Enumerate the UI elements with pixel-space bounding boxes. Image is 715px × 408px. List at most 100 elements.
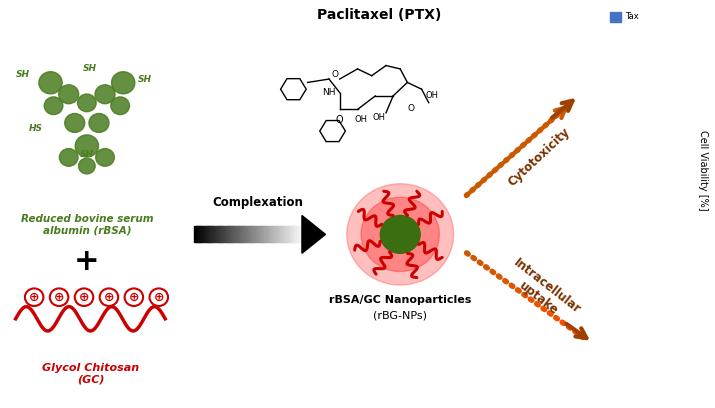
FancyArrowPatch shape: [534, 135, 535, 136]
Bar: [229, 226, 232, 242]
Bar: [231, 226, 234, 242]
Text: Reduced bovine serum
albumin (rBSA): Reduced bovine serum albumin (rBSA): [21, 214, 153, 236]
Bar: [300, 226, 302, 242]
FancyArrowPatch shape: [485, 267, 487, 268]
FancyArrowPatch shape: [556, 317, 558, 319]
Bar: [257, 226, 261, 242]
FancyArrowPatch shape: [506, 160, 507, 161]
Text: Glycol Chitosan
(GC): Glycol Chitosan (GC): [42, 363, 139, 384]
Bar: [216, 226, 219, 242]
Text: OH: OH: [373, 113, 385, 122]
FancyArrowPatch shape: [517, 150, 518, 151]
Bar: [280, 226, 282, 242]
Bar: [293, 226, 296, 242]
FancyArrowPatch shape: [500, 164, 501, 166]
FancyArrowPatch shape: [518, 290, 519, 291]
Bar: [214, 226, 217, 242]
FancyArrowPatch shape: [581, 336, 583, 337]
Bar: [251, 226, 254, 242]
Text: ⊕: ⊕: [79, 291, 89, 304]
Bar: [194, 226, 197, 242]
Bar: [207, 226, 210, 242]
Circle shape: [65, 113, 85, 133]
Bar: [236, 226, 239, 242]
Text: ⊕: ⊕: [54, 291, 64, 304]
Circle shape: [59, 149, 78, 166]
FancyArrowPatch shape: [537, 304, 538, 305]
Circle shape: [50, 288, 69, 306]
Circle shape: [380, 215, 420, 253]
Text: ⊕: ⊕: [104, 291, 114, 304]
Text: O: O: [336, 115, 343, 124]
Circle shape: [149, 288, 168, 306]
Circle shape: [347, 184, 453, 285]
Circle shape: [99, 288, 118, 306]
FancyArrowPatch shape: [566, 324, 586, 338]
FancyArrowPatch shape: [505, 281, 506, 282]
Bar: [198, 226, 201, 242]
Text: Intracellular
uptake: Intracellular uptake: [502, 256, 583, 328]
Bar: [218, 226, 221, 242]
Bar: [277, 226, 280, 242]
FancyArrowPatch shape: [549, 313, 551, 314]
Bar: [233, 226, 237, 242]
FancyArrowPatch shape: [524, 295, 526, 296]
Bar: [238, 226, 241, 242]
Bar: [282, 226, 285, 242]
Bar: [242, 226, 245, 242]
Bar: [225, 226, 227, 242]
Text: Cell Viability [%]: Cell Viability [%]: [698, 130, 708, 211]
Text: ⊕: ⊕: [29, 291, 39, 304]
Circle shape: [89, 113, 109, 133]
Text: HS: HS: [29, 124, 42, 133]
Bar: [209, 226, 212, 242]
Circle shape: [361, 197, 440, 272]
Bar: [220, 226, 223, 242]
Bar: [611, 11, 621, 22]
Circle shape: [77, 94, 97, 112]
Text: Complexation: Complexation: [212, 196, 303, 209]
FancyArrowPatch shape: [543, 308, 545, 310]
Bar: [240, 226, 243, 242]
Bar: [284, 226, 287, 242]
Circle shape: [79, 158, 95, 174]
Circle shape: [75, 288, 93, 306]
Circle shape: [124, 288, 143, 306]
Bar: [260, 226, 263, 242]
FancyArrowPatch shape: [479, 262, 481, 263]
Text: (rBG-NPs): (rBG-NPs): [373, 311, 428, 321]
Bar: [271, 226, 274, 242]
Circle shape: [44, 97, 63, 115]
Text: SH: SH: [16, 70, 30, 79]
Bar: [253, 226, 256, 242]
Bar: [302, 226, 305, 242]
Bar: [247, 226, 250, 242]
FancyArrowPatch shape: [562, 322, 563, 324]
Circle shape: [75, 135, 99, 157]
Bar: [287, 226, 290, 242]
FancyArrowPatch shape: [552, 101, 573, 118]
FancyArrowPatch shape: [511, 285, 513, 286]
FancyArrowPatch shape: [467, 253, 468, 254]
Text: Paclitaxel (PTX): Paclitaxel (PTX): [317, 8, 441, 22]
FancyArrowPatch shape: [473, 257, 475, 259]
Bar: [196, 226, 199, 242]
Bar: [202, 226, 205, 242]
Bar: [265, 226, 267, 242]
Bar: [275, 226, 278, 242]
Circle shape: [96, 149, 114, 166]
Circle shape: [59, 85, 79, 104]
Circle shape: [95, 85, 115, 104]
Bar: [262, 226, 265, 242]
Text: OH: OH: [355, 115, 368, 124]
FancyArrowPatch shape: [472, 189, 473, 191]
Bar: [200, 226, 203, 242]
FancyArrowPatch shape: [466, 108, 566, 195]
Text: SH: SH: [83, 64, 97, 73]
FancyArrowPatch shape: [556, 115, 558, 116]
Text: rBSA/GC Nanoparticles: rBSA/GC Nanoparticles: [329, 295, 471, 305]
FancyArrowPatch shape: [466, 194, 468, 195]
Text: O: O: [408, 104, 415, 113]
Bar: [273, 226, 276, 242]
Bar: [227, 226, 230, 242]
